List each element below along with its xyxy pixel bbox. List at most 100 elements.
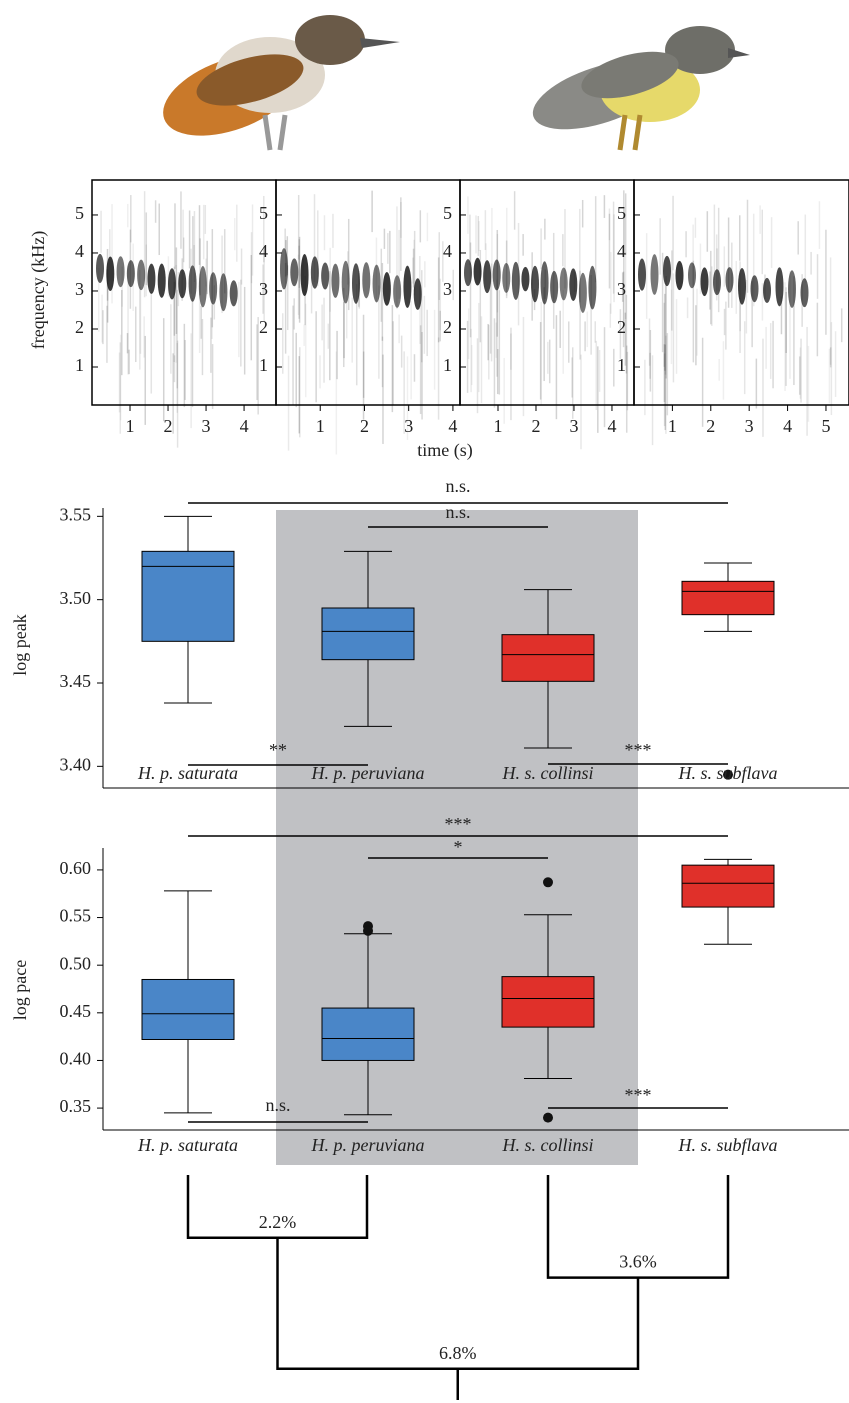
spectrogram-noise — [490, 263, 493, 362]
spectrogram-note — [178, 269, 187, 299]
y-tick-label: 3 — [617, 279, 626, 299]
spectrogram-noise — [452, 269, 455, 301]
spectrogram-noise — [713, 204, 716, 280]
spectrogram-noise — [257, 317, 259, 415]
spectrogram-noise — [694, 217, 697, 238]
spectrogram-noise — [240, 248, 243, 285]
spectrogram-note — [168, 268, 176, 300]
spectrogram-note — [300, 254, 309, 297]
spectrogram-noise — [735, 260, 737, 314]
spectrogram-noise — [351, 297, 353, 363]
x-tick-label: 3 — [202, 416, 211, 436]
spectrogram-noise — [540, 228, 542, 270]
spectrogram-noise — [571, 357, 573, 398]
spectrogram-noise — [595, 340, 598, 411]
spectrogram-note — [473, 257, 482, 286]
spectrogram-noise — [343, 301, 345, 359]
category-label: H. s. collinsi — [501, 763, 593, 783]
spectrogram-note — [209, 272, 218, 305]
spectrogram-note — [464, 259, 472, 287]
spectrogram-noise — [167, 256, 170, 297]
spectrogram-noise — [297, 194, 300, 260]
spectrogram-noise — [421, 331, 423, 420]
spectrogram-frame — [633, 179, 849, 406]
spectrogram-noise — [183, 323, 186, 408]
x-tick-label: 4 — [783, 416, 792, 436]
spectrogram-noise — [710, 250, 712, 325]
spectrogram-noise — [623, 208, 626, 255]
spectrogram-noise — [286, 265, 289, 331]
spectrogram-noise — [419, 325, 422, 415]
x-tick-label: 3 — [569, 416, 578, 436]
spectrogram-noise — [625, 345, 628, 433]
spectrogram-noise — [625, 294, 628, 374]
spectrogram-noise — [211, 305, 213, 339]
spectrogram-noise — [488, 324, 490, 380]
box — [501, 976, 595, 1028]
spectrogram-noise — [176, 340, 179, 448]
spectrogram-note — [147, 263, 156, 294]
spectrogram-noise — [829, 347, 832, 368]
spectrogram-noise — [396, 206, 398, 310]
spectrogram-noise — [672, 273, 675, 383]
spectrogram-note — [157, 263, 166, 298]
spectrogram-noise — [150, 291, 153, 394]
spectrogram-noise — [282, 313, 284, 374]
divergence-label: 6.8% — [439, 1343, 477, 1363]
y-tick-label: 0.35 — [60, 1096, 92, 1116]
y-tick-label: 5 — [443, 203, 452, 223]
spectrogram-noise — [780, 296, 783, 335]
y-tick-label: 4 — [617, 241, 626, 261]
spectrogram-noise — [706, 211, 709, 252]
spectrogram-noise — [692, 260, 695, 363]
spectrogram-noise — [613, 348, 615, 387]
spectrogram-noise — [830, 322, 833, 416]
spectrogram-noise — [127, 203, 129, 228]
spectrogram-noise — [466, 320, 469, 393]
spectrogram-noise — [562, 234, 564, 267]
spectrogram-noise — [223, 229, 226, 294]
spectrogram-note — [116, 256, 125, 288]
y-tick-label: 2 — [75, 317, 84, 337]
y-tick-label: 3.45 — [60, 671, 92, 691]
y-tick-label: 3.55 — [60, 504, 92, 524]
spectrogram-noise — [807, 345, 810, 422]
spectrogram-note — [638, 258, 646, 291]
x-tick-label: 1 — [493, 416, 502, 436]
spectrogram-noise — [109, 229, 111, 282]
spectrogram-noise — [128, 349, 130, 375]
spectrogram-note — [393, 275, 402, 308]
y-tick-label: 1 — [617, 355, 626, 375]
spectrogram-noise — [391, 305, 394, 413]
y-tick-label: 0.50 — [60, 953, 92, 973]
y-tick-label: 1 — [443, 355, 452, 375]
spectrogram-noise — [335, 351, 338, 455]
spectrogram-noise — [797, 221, 799, 255]
spectrogram-noise — [785, 287, 787, 386]
y-tick-label: 1 — [75, 355, 84, 375]
y-tick-label: 4 — [75, 241, 84, 261]
spectrogram-noise — [198, 273, 201, 354]
spectrogram-noise — [243, 286, 246, 375]
spectrogram-noise — [143, 316, 145, 358]
spectrogram-noise — [329, 247, 331, 312]
spectrogram-noise — [567, 321, 570, 363]
spectrogram-noise — [238, 281, 240, 358]
spectrogram-note — [137, 259, 146, 291]
spectrogram-noise — [310, 276, 313, 314]
spectrogram-note — [290, 258, 299, 287]
spectrogram-noise — [715, 234, 718, 301]
divergence-label: 2.2% — [259, 1212, 297, 1232]
spectrogram-noise — [118, 352, 121, 413]
spectrogram-noise — [184, 340, 186, 400]
spectrogram-noise — [332, 213, 334, 248]
spectrogram-noise — [772, 320, 774, 389]
spectrogram-noise — [413, 239, 415, 292]
x-tick-label: 4 — [607, 416, 616, 436]
spectrogram-note — [413, 278, 422, 310]
spectrogram-noise — [190, 333, 192, 429]
spectrogram-note — [352, 263, 360, 304]
spectrogram-noise — [484, 210, 487, 250]
spectrogram-noise — [478, 302, 480, 393]
spectrogram-noise — [594, 321, 597, 343]
